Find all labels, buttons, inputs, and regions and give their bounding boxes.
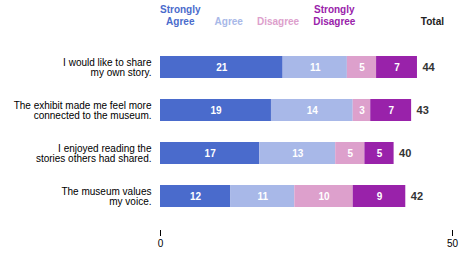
svg-text:I enjoyed reading thestories o: I enjoyed reading thestories others had … [36,143,152,164]
svg-text:7: 7 [394,62,400,73]
html-text:Disagree: Disagree [256,16,300,27]
svg-text:42: 42 [411,190,423,202]
html-text:Total: Total [420,16,444,27]
svg-text:14: 14 [307,105,319,116]
svg-text:I would like to sharemy own st: I would like to sharemy own story. [63,57,152,78]
svg-text:19: 19 [210,105,222,116]
html-text:Agree: Agree [214,16,243,27]
svg-text:0: 0 [158,238,164,249]
svg-text:11: 11 [257,191,268,202]
svg-text:5: 5 [377,148,383,159]
svg-text:7: 7 [388,105,394,116]
svg-text:10: 10 [318,191,330,202]
svg-text:40: 40 [399,147,411,159]
svg-text:17: 17 [205,148,217,159]
svg-text:44: 44 [422,61,435,73]
html-text:Strongly Disagree: Strongly Disagree [313,4,356,27]
svg-text:13: 13 [292,148,304,159]
svg-text:5: 5 [359,62,365,73]
html-text:Strongly Agree: Strongly Agree [160,4,201,27]
svg-text:43: 43 [417,104,429,116]
svg-text:11: 11 [310,62,321,73]
svg-text:3: 3 [359,105,365,116]
svg-text:9: 9 [377,191,383,202]
svg-text:50: 50 [447,238,459,249]
svg-text:5: 5 [348,148,354,159]
svg-text:The exhibit made me feel morec: The exhibit made me feel moreconnected t… [14,100,152,121]
svg-text:21: 21 [216,62,228,73]
svg-text:The museum valuesmy voice.: The museum valuesmy voice. [61,186,151,207]
svg-text:12: 12 [190,191,202,202]
